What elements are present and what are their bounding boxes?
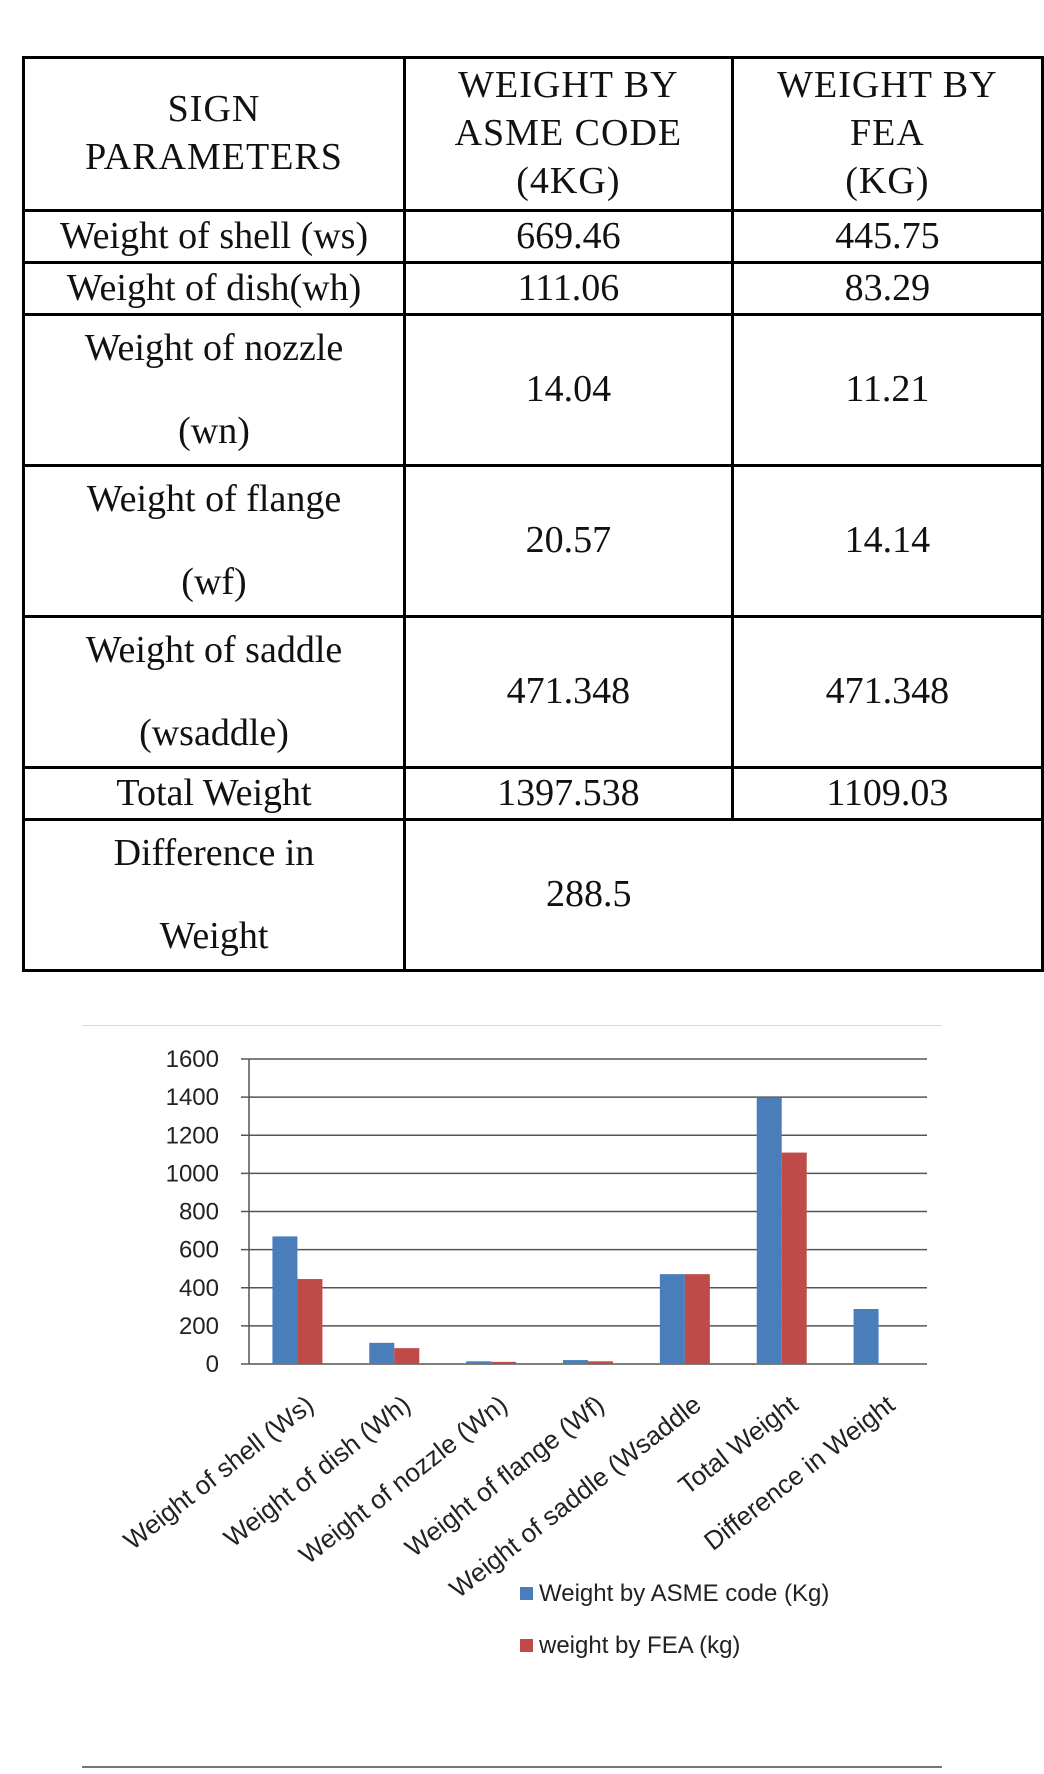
param-cell: Weight of dish(wh): [22, 261, 406, 316]
legend-label: Weight by ASME code (Kg): [539, 1580, 829, 1607]
header-cell-asme: WEIGHT BY ASME CODE (4KG): [403, 56, 734, 212]
y-tick-label: 600: [179, 1237, 219, 1264]
fea-cell: 83.29: [730, 261, 1044, 316]
asme-cell: 1397.538: [403, 766, 734, 821]
param-cell: Weight of saddle (wsaddle): [22, 615, 406, 769]
param-cell: Weight of nozzle (wn): [22, 313, 406, 467]
param-cell: Difference in Weight: [22, 818, 406, 972]
y-tick-label: 800: [179, 1199, 219, 1226]
param-cell: Weight of flange (wf): [22, 464, 406, 618]
fea-cell: 471.348: [730, 615, 1044, 769]
param-cell: Weight of shell (ws): [22, 209, 406, 264]
bar-fea: [491, 1361, 517, 1364]
bar-asme: [272, 1236, 298, 1364]
bar-asme: [659, 1274, 685, 1364]
y-tick-label: 1200: [166, 1122, 219, 1149]
legend-swatch: [520, 1639, 533, 1652]
asme-cell: 111.06: [403, 261, 734, 316]
header-cell-parameters: SIGN PARAMETERS: [22, 56, 406, 212]
weights-table: SIGN PARAMETERS WEIGHT BY ASME CODE (4KG…: [22, 56, 1044, 972]
difference-value-cell: 288.5: [403, 818, 1044, 972]
bar-fea: [588, 1361, 613, 1364]
bar-asme: [853, 1309, 879, 1364]
table-row: Weight of dish(wh) 111.06 83.29: [22, 261, 1044, 316]
param-cell: Total Weight: [22, 766, 406, 821]
bar-chart: 0 200 400 600 800 1000 1200 1400 1600 Weight of s…: [82, 1025, 942, 1768]
fea-cell: 14.14: [730, 464, 1044, 618]
table-row: Weight of saddle (wsaddle) 471.348 471.3…: [22, 615, 1044, 769]
asme-cell: 471.348: [403, 615, 734, 769]
bar-asme: [466, 1361, 492, 1364]
table-row: Weight of nozzle (wn) 14.04 11.21: [22, 313, 1044, 467]
bar-fea: [684, 1274, 710, 1364]
y-tick-label: 200: [179, 1313, 219, 1340]
table-row: Weight of flange (wf) 20.57 14.14: [22, 464, 1044, 618]
legend-label: weight by FEA (kg): [538, 1632, 740, 1659]
y-tick-label: 400: [179, 1275, 219, 1302]
y-tick-label: 1600: [166, 1046, 219, 1073]
fea-cell: 445.75: [730, 209, 1044, 264]
table-row: Total Weight 1397.538 1109.03: [22, 766, 1044, 821]
bar-fea: [781, 1152, 807, 1364]
bar-fea: [297, 1279, 323, 1364]
bar-asme: [756, 1097, 782, 1364]
y-tick-label: 1400: [166, 1084, 219, 1111]
fea-cell: 11.21: [730, 313, 1044, 467]
bar-asme: [369, 1342, 395, 1364]
bar-asme: [563, 1360, 588, 1364]
asme-cell: 14.04: [403, 313, 734, 467]
asme-cell: 669.46: [403, 209, 734, 264]
table-row: Weight of shell (ws) 669.46 445.75: [22, 209, 1044, 264]
y-tick-label: 0: [206, 1351, 219, 1378]
header-cell-fea: WEIGHT BY FEA (KG): [730, 56, 1044, 212]
header-row: SIGN PARAMETERS WEIGHT BY ASME CODE (4KG…: [22, 56, 1044, 212]
bar-fea: [394, 1348, 420, 1364]
fea-cell: 1109.03: [730, 766, 1044, 821]
legend-swatch: [520, 1587, 533, 1600]
y-tick-label: 1000: [166, 1160, 219, 1187]
difference-row: Difference in Weight 288.5: [22, 818, 1044, 972]
asme-cell: 20.57: [403, 464, 734, 618]
